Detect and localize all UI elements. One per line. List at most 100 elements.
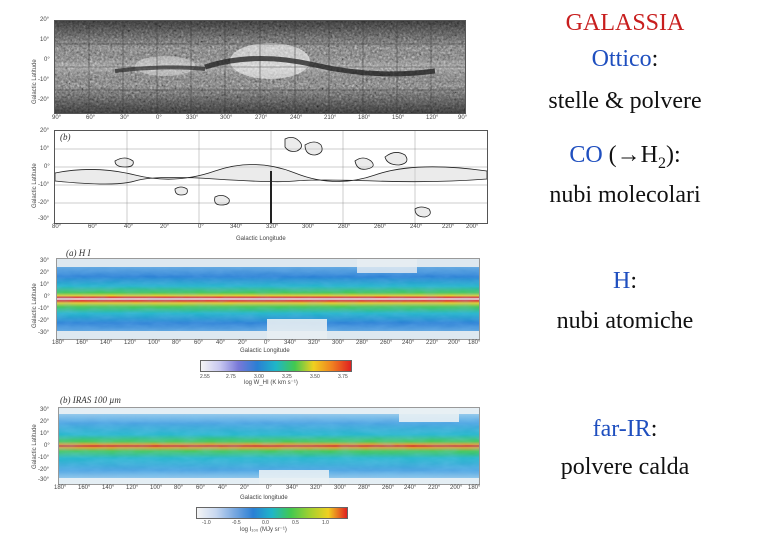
co-xtick: 240° xyxy=(410,224,423,230)
co-xlabel: Galactic Longitude xyxy=(236,236,286,242)
co-caption-h: H xyxy=(640,142,658,168)
title-galassia: GALASSIA xyxy=(565,10,685,36)
hi-ytick: -20° xyxy=(38,318,50,324)
hi-ytick: -30° xyxy=(38,330,50,336)
co-xtick: 280° xyxy=(338,224,351,230)
iras-xtick: 220° xyxy=(428,485,441,491)
iras-ytick: 30° xyxy=(40,407,50,413)
iras-map xyxy=(58,407,480,485)
optical-xtick: 0° xyxy=(156,115,162,121)
iras-xtick: 300° xyxy=(334,485,347,491)
hi-xtick: 140° xyxy=(100,340,113,346)
hi-xtick: 60° xyxy=(194,340,204,346)
hi-xtick: 300° xyxy=(332,340,345,346)
hi-xtick: 100° xyxy=(148,340,161,346)
hi-ytick: -10° xyxy=(38,306,50,312)
co-xtick: 220° xyxy=(442,224,455,230)
co-ytick: -10° xyxy=(38,182,50,188)
hi-map xyxy=(56,258,480,340)
co-ytick: -20° xyxy=(38,200,50,206)
optical-caption-colon: : xyxy=(651,46,659,72)
iras-xtick: 200° xyxy=(450,485,463,491)
hi-xlabel: Galactic Longitude xyxy=(240,348,290,354)
fir-caption-desc: polvere calda xyxy=(560,454,690,480)
hi-xtick: 200° xyxy=(448,340,461,346)
optical-map-image xyxy=(55,21,465,113)
co-ytick: 10° xyxy=(40,146,50,152)
optical-xtick: 270° xyxy=(255,115,268,121)
optical-xtick: 210° xyxy=(324,115,337,121)
iras-xtick: 140° xyxy=(102,485,115,491)
iras-ytick: -10° xyxy=(38,455,50,461)
optical-xtick: 330° xyxy=(186,115,199,121)
co-caption-label: CO xyxy=(569,142,603,168)
optical-xtick: 300° xyxy=(220,115,233,121)
iras-xtick: 180° xyxy=(468,485,481,491)
iras-ylabel: Galactic Latitude xyxy=(32,424,38,469)
optical-xtick: 90° xyxy=(52,115,62,121)
optical-xtick: 60° xyxy=(86,115,96,121)
iras-xtick: 100° xyxy=(150,485,163,491)
co-caption-close: ): xyxy=(666,142,681,168)
h-caption-colon: : xyxy=(630,268,637,294)
iras-cbar-tick: 0.5 xyxy=(292,520,299,526)
optical-xtick: 120° xyxy=(426,115,439,121)
iras-xtick: 280° xyxy=(358,485,371,491)
iras-ytick: -20° xyxy=(38,467,50,473)
iras-xtick: 240° xyxy=(404,485,417,491)
iras-xtick: 60° xyxy=(196,485,206,491)
iras-xtick: 40° xyxy=(218,485,228,491)
hi-ytick: 10° xyxy=(40,282,50,288)
iras-xtick: 340° xyxy=(286,485,299,491)
co-xtick: 80° xyxy=(52,224,62,230)
arrow-icon: → xyxy=(616,142,641,168)
iras-xtick: 320° xyxy=(310,485,323,491)
optical-map xyxy=(54,20,466,114)
optical-ytick: -20° xyxy=(38,97,50,103)
iras-ytick: -30° xyxy=(38,477,50,483)
co-xtick: 40° xyxy=(124,224,134,230)
iras-xtick: 260° xyxy=(382,485,395,491)
co-xtick: 340° xyxy=(230,224,243,230)
iras-cbar-tick: 1.0 xyxy=(322,520,329,526)
co-caption-open: ( xyxy=(602,142,617,168)
hi-xtick: 340° xyxy=(284,340,297,346)
iras-ytick: 0° xyxy=(44,443,50,449)
hi-xtick: 0° xyxy=(264,340,270,346)
iras-colorbar-label: log I₁₀₀ (MJy sr⁻¹) xyxy=(240,527,287,533)
optical-panel: Galactic Latitude 20° 10° 0° -10° -20° xyxy=(30,14,480,126)
iras-map-image xyxy=(59,408,479,484)
co-xtick: 0° xyxy=(198,224,204,230)
h-caption-desc: nubi atomiche xyxy=(556,308,694,334)
hi-ytick: 0° xyxy=(44,294,50,300)
optical-ytick: 20° xyxy=(40,17,50,23)
hi-xtick: 80° xyxy=(172,340,182,346)
co-map-image xyxy=(55,131,487,223)
iras-xtick: 20° xyxy=(240,485,250,491)
optical-caption: Ottico: xyxy=(520,44,730,74)
co-ytick: -30° xyxy=(38,216,50,222)
iras-xtick: 160° xyxy=(78,485,91,491)
co-panel-tag: (b) xyxy=(60,132,71,142)
hi-xtick: 160° xyxy=(76,340,89,346)
iras-panel-tag: (b) IRAS 100 µm xyxy=(60,395,121,405)
co-xtick: 260° xyxy=(374,224,387,230)
optical-xtick: 180° xyxy=(358,115,371,121)
optical-ytick: 0° xyxy=(44,57,50,63)
co-xtick: 200° xyxy=(466,224,479,230)
co-panel: Galactic Latitude 20° 10° 0° -10° -20° -… xyxy=(30,128,488,246)
iras-cbar-tick: 0.0 xyxy=(262,520,269,526)
fir-caption-label: far-IR xyxy=(592,416,651,442)
co-ytick: 0° xyxy=(44,164,50,170)
co-xtick: 20° xyxy=(160,224,170,230)
optical-xtick: 90° xyxy=(458,115,468,121)
hi-xtick: 240° xyxy=(402,340,415,346)
optical-xtick: 240° xyxy=(290,115,303,121)
iras-colorbar xyxy=(196,507,348,519)
iras-panel: Galactic Latitude 30° 20° 10° 0° -10° -2… xyxy=(30,393,480,535)
hi-xtick: 40° xyxy=(216,340,226,346)
co-map xyxy=(54,130,488,224)
hi-cbar-tick: 3.75 xyxy=(338,374,348,380)
hi-cbar-tick: 3.50 xyxy=(310,374,320,380)
hi-xtick: 220° xyxy=(426,340,439,346)
